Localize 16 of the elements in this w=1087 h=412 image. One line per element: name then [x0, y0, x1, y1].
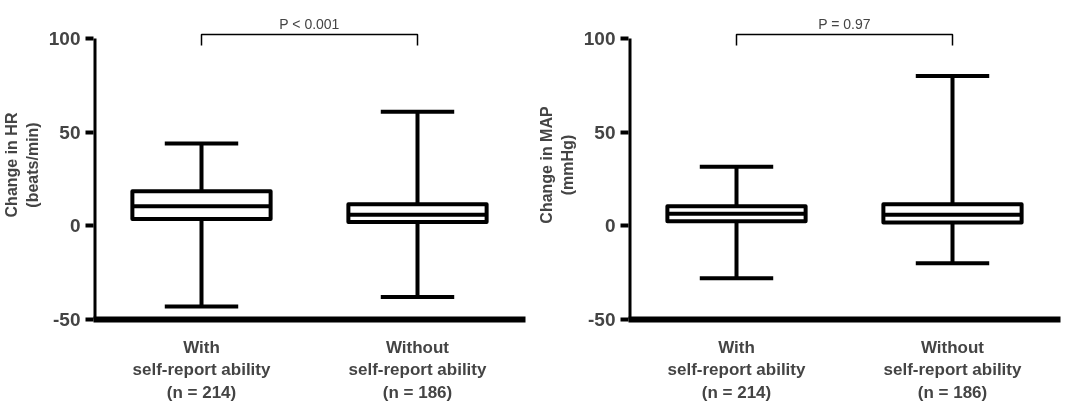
x-tick-label: With self-report ability (n = 214): [132, 337, 271, 403]
y-axis-title: Change in HR (beats/min): [3, 112, 41, 218]
x-tick-label: Without self-report ability (n = 186): [883, 337, 1022, 403]
y-tick-label: 100: [48, 28, 81, 50]
x-tick-label: With self-report ability (n = 214): [667, 337, 806, 403]
text: P < 0.001: [279, 15, 340, 32]
y-tick-label: 0: [69, 215, 81, 237]
y-tick-label: -50: [53, 309, 81, 330]
y-tick-label: 50: [59, 121, 81, 143]
x-tick-label: Without self-report ability (n = 186): [348, 337, 487, 403]
text: P = 0.97: [818, 15, 871, 32]
y-axis-title: Change in MAP (mmHg): [538, 106, 576, 224]
y-tick-label: 100: [583, 28, 616, 50]
y-tick-label: 0: [604, 215, 616, 237]
y-tick-label: 50: [594, 121, 616, 143]
y-tick-label: -50: [588, 309, 616, 330]
